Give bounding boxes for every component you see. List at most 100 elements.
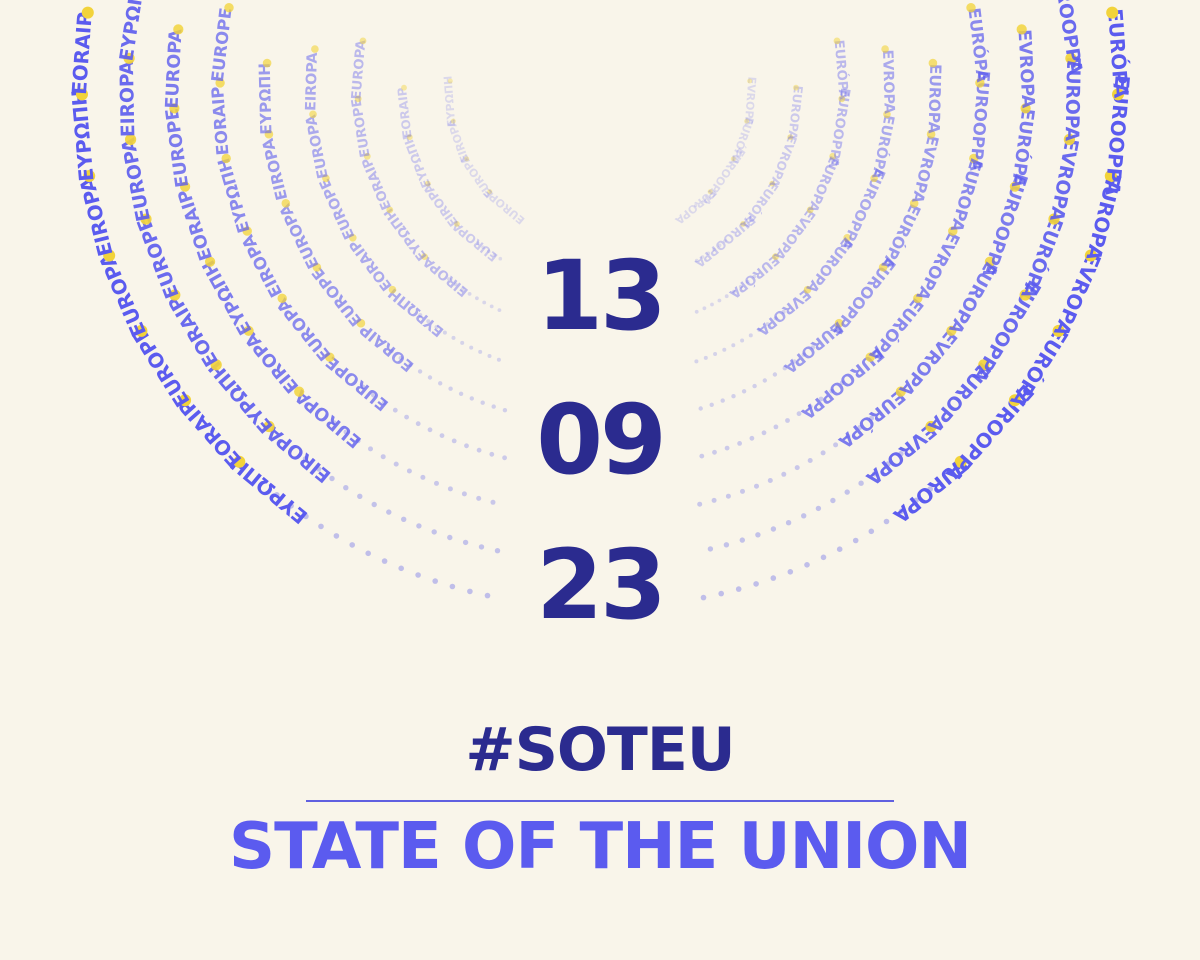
ring-dot [761,430,767,436]
ring-dot [262,58,272,68]
ring-dot [838,95,846,103]
ring-dot [210,359,222,371]
ring-dot [388,285,397,294]
ring-dot [135,324,148,337]
ring-dot [386,509,392,515]
ring-dot [392,407,398,413]
ring-dot [772,372,778,377]
ring-dot [498,256,503,261]
ring-dot [420,474,426,480]
ring-dot [401,516,407,522]
ring-dot [447,486,453,492]
ring-dot [807,458,813,463]
ring-dot [787,569,794,575]
ring-dot [363,152,371,160]
ring-dot [781,309,786,314]
ring-dot [712,247,716,252]
ring-dot [717,298,722,303]
ring-dot [709,402,714,407]
ring-dot [467,588,473,595]
ring-dot [773,424,779,430]
ring-dot [830,497,836,504]
ring-dot [744,118,750,124]
ring-word: EVROPA [879,49,897,114]
ring-dot [909,199,919,208]
ring-dot [870,174,878,183]
ring-dot [913,293,923,303]
ring-dot [302,456,309,462]
ring-word: EVROPA [742,76,759,127]
ring-dot [755,532,761,538]
ring-dot [793,84,799,91]
date-month: 09 [536,384,667,496]
ring-dot [460,287,465,292]
ring-dot [502,455,507,461]
ring-dot [717,243,722,248]
ring-dot [416,523,422,529]
ring-dot [476,447,482,453]
ring-dot [801,513,807,519]
ring-dot [458,391,464,396]
ring-dot [698,406,703,411]
ring-dot [355,438,361,444]
ring-dot [895,386,906,397]
ring-dot [707,189,713,195]
ring-dot [179,394,192,407]
ring-dot [489,451,495,457]
ring-dot [496,357,501,362]
ring-word: EUROPA [118,136,155,224]
ring-dot [978,359,990,371]
ring-dot [753,581,759,587]
ring-dot [447,534,453,541]
ring-dot [1009,181,1021,192]
ring-dot [264,129,274,139]
ring-dot [852,537,859,544]
ring-word: EURÓPA [868,113,898,180]
ring-word: ΕΥΡΩΠΗ [400,132,433,190]
ring-dot [454,221,460,227]
ring-dot [699,453,705,459]
ring-dot [737,441,742,446]
ring-dot [490,499,496,505]
ring-dot [381,400,387,406]
ring-dot [1048,213,1060,225]
ring-word: EIROPA [75,174,117,259]
event-title: STATE OF THE UNION [229,810,972,884]
ring-dot [294,386,305,397]
ring-dot [794,465,800,471]
ring-dot [1020,103,1031,114]
ring-dot [713,352,718,356]
ring-dot [772,253,779,260]
ring-dot [1084,249,1097,262]
ring-dot [365,550,372,557]
ring-dot [975,78,985,88]
ring-dot [946,325,957,336]
ring-dot [140,213,152,225]
ring-dot [173,24,184,35]
ring-dot [401,84,407,91]
ring-dot [502,408,508,413]
ring-dot [424,180,431,187]
ring-dot [398,355,403,361]
hashtag: #SOTEU [465,715,735,785]
ring-dot [898,508,905,514]
ring-dot [801,352,806,357]
ring-dot [694,309,699,314]
ring-dot [723,239,727,243]
ring-word: EUROPA [1061,56,1084,142]
ring-dot [749,435,755,441]
ring-dot [810,345,816,350]
ring-dot [773,316,778,321]
ring-dot [834,318,844,328]
ring-dot [476,495,482,501]
ring-dot [487,189,493,195]
ring-dot [725,493,731,499]
ring-dot [881,45,889,53]
ring-dot [868,528,875,535]
ring-dot [787,134,794,141]
ring-dot [322,174,330,183]
ring-word: EUROPE [317,176,358,242]
ring-dot [878,263,888,272]
